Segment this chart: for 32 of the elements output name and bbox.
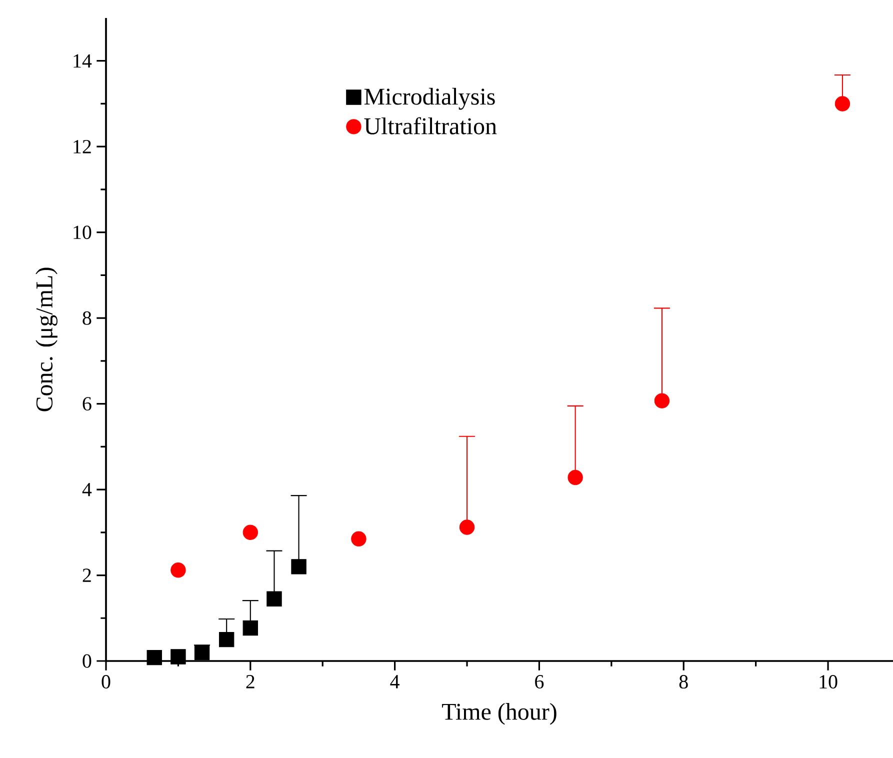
point — [834, 96, 850, 112]
legend-label: Microdialysis — [364, 88, 495, 110]
point — [146, 650, 162, 666]
x-tick-label: 4 — [390, 675, 400, 688]
legend-label: Ultrafiltration — [364, 117, 497, 134]
point — [194, 644, 210, 660]
y-tick-label: 8 — [82, 311, 92, 325]
point — [291, 559, 306, 574]
x-tick-label: 10 — [820, 675, 838, 689]
point — [242, 524, 258, 540]
y-tick-label: 0 — [82, 654, 92, 668]
x-tick-label: 6 — [535, 675, 544, 688]
point — [242, 620, 258, 636]
y-tick-label: 12 — [74, 140, 91, 154]
point — [459, 520, 475, 535]
x-tick-label: 2 — [246, 675, 254, 688]
x-axis-title: Time (hour) — [442, 703, 556, 725]
x-tick-label: 8 — [679, 675, 688, 689]
point — [218, 632, 234, 648]
point — [654, 393, 670, 408]
y-tick-label: 4 — [82, 482, 92, 496]
point — [351, 531, 366, 546]
point — [568, 470, 583, 486]
point — [170, 649, 186, 664]
y-tick-label: 2 — [82, 568, 91, 582]
y-axis-title: Conc. (μg/mL) — [36, 268, 58, 412]
y-tick-label: 14 — [74, 54, 92, 68]
y-tick-label: 10 — [74, 226, 92, 240]
point — [266, 591, 282, 606]
point — [170, 562, 186, 578]
y-tick-label: 6 — [82, 397, 92, 411]
x-tick-label: 0 — [102, 675, 110, 689]
